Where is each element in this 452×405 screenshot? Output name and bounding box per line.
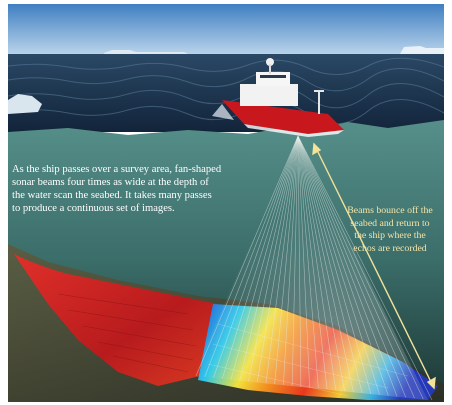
sonar-beam-line xyxy=(297,135,389,396)
sonar-survey-illustration: As the ship passes over a survey area, f… xyxy=(8,4,444,402)
sonar-beam-line xyxy=(230,135,299,380)
sonar-beam-glow xyxy=(193,136,428,400)
caption-sonar-fan: As the ship passes over a survey area, f… xyxy=(12,164,222,214)
ship-bridge-windows xyxy=(260,75,286,78)
sonar-beam-line xyxy=(297,135,354,393)
sea-surface xyxy=(8,54,444,132)
sonar-beam-line xyxy=(239,135,299,381)
ice-floe xyxy=(8,94,42,114)
sonar-beam-line xyxy=(297,135,319,389)
scene-graphic xyxy=(8,4,444,402)
sonar-beam-line xyxy=(297,135,372,394)
caption-beam-return: Beams bounce off the seabed and return t… xyxy=(347,205,433,254)
sonar-beam-line xyxy=(297,135,398,397)
sonar-beam-line xyxy=(297,135,337,391)
sonar-beam-line xyxy=(195,135,299,377)
sonar-beam-line xyxy=(297,135,407,398)
sonar-beam-line xyxy=(221,135,299,379)
sonar-beam-line xyxy=(265,135,299,384)
ship-superstructure xyxy=(240,84,298,106)
ship-waterline xyxy=(244,124,344,137)
sonar-beam-line xyxy=(297,135,415,399)
sonar-beam-line xyxy=(297,135,433,401)
sonar-image-red xyxy=(14,254,218,386)
bow-wake xyxy=(212,104,234,120)
sonar-beam-line xyxy=(274,135,299,385)
sonar-beams xyxy=(195,135,433,401)
ship-mast xyxy=(269,64,271,74)
depth-arrow xyxy=(312,142,436,390)
sonar-beam-line xyxy=(248,135,299,382)
sonar-texture xyxy=(57,293,197,373)
radar-dome xyxy=(266,58,274,66)
sonar-beam-line xyxy=(297,135,328,390)
ship-hull xyxy=(222,100,344,134)
sonar-beam-line xyxy=(213,135,299,378)
sonar-beam-line xyxy=(297,135,363,393)
sonar-beam-line xyxy=(297,135,310,388)
sonar-beam-line xyxy=(297,135,424,400)
sonar-beam-line xyxy=(283,135,299,385)
sonar-beam-line xyxy=(256,135,299,383)
sonar-beam-line xyxy=(297,135,380,395)
sonar-beam-line xyxy=(297,135,345,392)
sky xyxy=(8,4,444,54)
sonar-beam-line xyxy=(291,135,299,386)
ship xyxy=(212,58,344,137)
iceberg-right xyxy=(400,46,444,56)
ship-crane-top xyxy=(314,90,324,92)
ship-bridge xyxy=(256,72,290,86)
sonar-beam-line xyxy=(297,135,302,387)
ship-crane xyxy=(318,90,320,114)
iceberg-left xyxy=(104,50,188,54)
sonar-beam-line xyxy=(204,135,299,377)
